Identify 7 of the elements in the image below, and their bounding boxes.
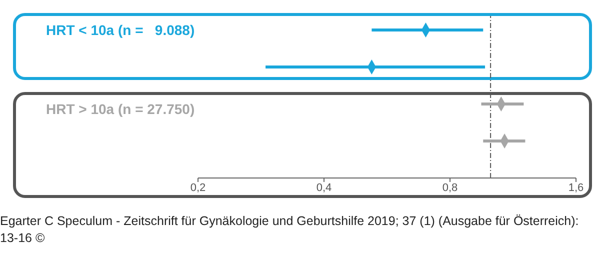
text: Egarter C Speculum - Zeitschrift für Gynäkologie und Geburtshilfe 2019; 37 (1) (Ausgabe für Österreich): 13-16 © — [0, 213, 580, 247]
text: HRT < 10a (n = 9.088) — [46, 22, 195, 38]
x-tick-label: 0,4 — [316, 182, 332, 194]
x-tick-label: 0,8 — [442, 182, 458, 194]
x-tick-label: 0,2 — [190, 182, 206, 194]
text: HRT > 10a (n = 27.750) — [46, 101, 195, 117]
x-tick-label: 1,6 — [568, 182, 584, 194]
